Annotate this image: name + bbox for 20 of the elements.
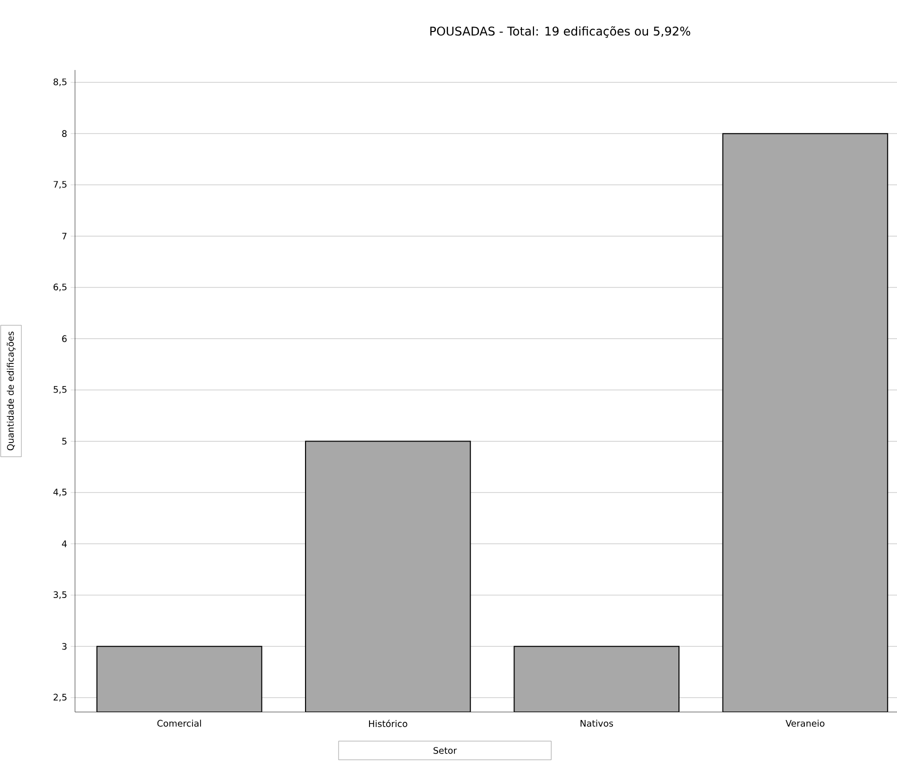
y-tick-label: 6,5 (54, 284, 66, 292)
x-tick-label: Nativos (580, 720, 613, 727)
x-tick-label: Veraneio (786, 720, 824, 727)
y-tick-label: 8 (62, 130, 67, 137)
x-axis-title: Setor (434, 747, 457, 754)
y-tick-label: 3 (62, 642, 67, 650)
y-tick-label: 3,5 (54, 591, 66, 599)
y-tick-label: 6 (62, 335, 67, 342)
x-tick-label: Histórico (369, 720, 408, 728)
y-tick-label: 7 (62, 232, 66, 240)
y-tick-label: 4 (62, 540, 67, 548)
y-tick-label: 5 (62, 438, 66, 445)
y-axis-title: Quantidade de edificações (6, 332, 16, 450)
y-tick-label: 7,5 (54, 181, 66, 189)
y-tick-label: 5,5 (54, 386, 66, 394)
y-tick-label: 8,5 (54, 78, 66, 86)
x-tick-label: Comercial (157, 720, 201, 727)
y-tick-label: 2,5 (54, 694, 66, 702)
y-tick-label: 4,5 (53, 488, 66, 496)
chart-title: POUSADAS - Total: 19 edificações ou 5,92% (430, 26, 690, 38)
